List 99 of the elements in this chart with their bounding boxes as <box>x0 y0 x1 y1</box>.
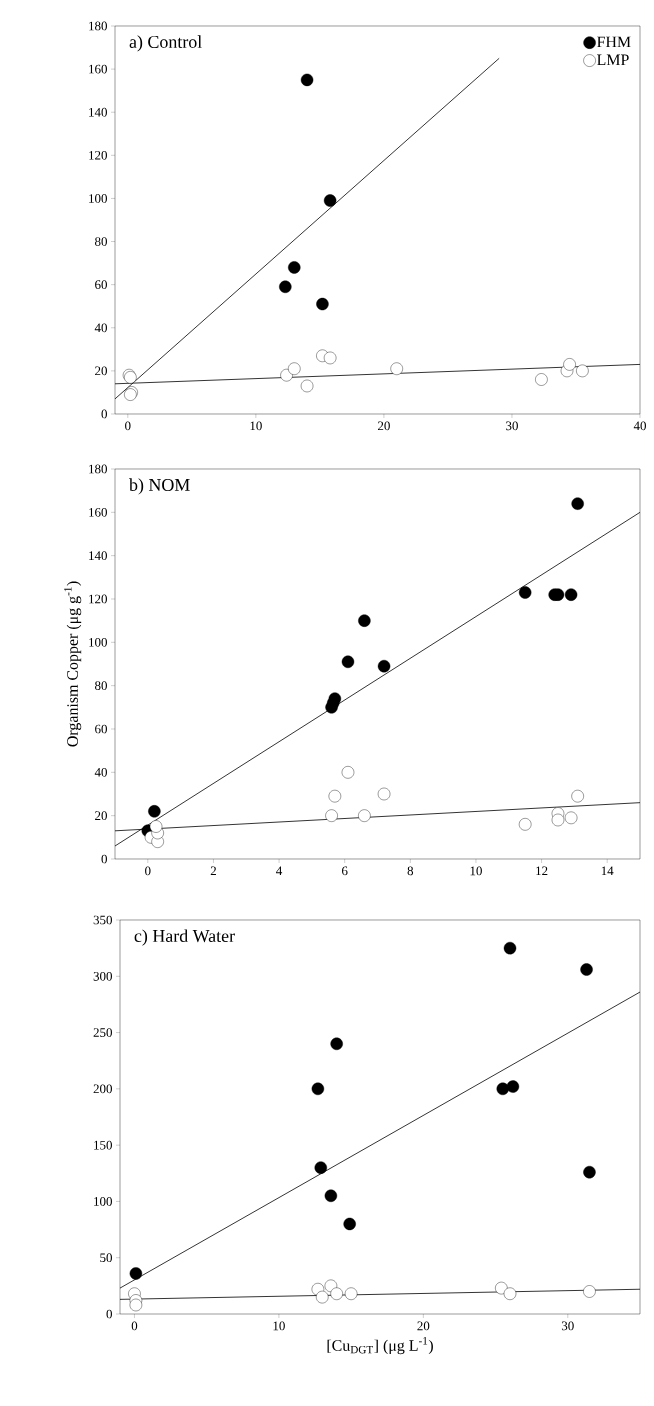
point <box>129 1298 143 1312</box>
point <box>327 696 340 710</box>
point <box>583 1165 596 1179</box>
point <box>316 297 329 311</box>
point <box>551 813 565 827</box>
y-tick-label: 60 <box>95 280 107 290</box>
x-tick-label: 10 <box>470 866 482 876</box>
point <box>316 1290 329 1304</box>
y-tick-label: 150 <box>94 1140 112 1150</box>
point <box>343 1217 356 1231</box>
y-tick-label: 0 <box>106 1309 112 1319</box>
y-tick-label: 40 <box>94 323 107 333</box>
point <box>300 73 314 87</box>
y-tick-label: 120 <box>89 594 107 604</box>
y-tick-label: 250 <box>93 1028 112 1037</box>
point <box>563 358 576 371</box>
y-tick-label: 180 <box>89 21 107 31</box>
point <box>324 1189 338 1202</box>
x-tick-label: 0 <box>145 866 151 876</box>
y-tick-label: 100 <box>94 1197 112 1206</box>
x-tick-label: 2 <box>210 866 216 876</box>
y-tick-label: 160 <box>89 507 107 517</box>
y-axis-title: Organism Copper (μg g$^{-1}$) <box>64 581 82 747</box>
point <box>344 1287 358 1300</box>
y-tick-label: 100 <box>89 637 107 647</box>
y-tick-label: 80 <box>95 237 107 246</box>
x-tick-label: 4 <box>276 866 283 876</box>
x-tick-label: 20 <box>377 421 390 431</box>
y-tick-label: 350 <box>93 915 112 925</box>
point <box>288 362 301 375</box>
chart-title: a) Control <box>129 35 202 52</box>
point <box>580 963 593 976</box>
point <box>535 373 548 386</box>
point <box>341 766 355 779</box>
point <box>149 820 163 833</box>
x-tick-label: 6 <box>342 866 348 876</box>
x-tick-label: 30 <box>506 421 518 431</box>
point <box>314 1161 327 1174</box>
y-tick-label: 300 <box>93 971 112 981</box>
x-tick-label: 10 <box>273 1321 285 1331</box>
point <box>330 1037 343 1051</box>
y-tick-label: 160 <box>89 64 107 74</box>
point <box>323 194 337 207</box>
chart-title: b) NOM <box>129 478 190 495</box>
point <box>377 659 391 673</box>
point <box>358 614 371 627</box>
x-tick-label: 30 <box>561 1321 574 1331</box>
y-tick-label: 0 <box>101 854 107 864</box>
point <box>148 805 161 818</box>
point <box>390 362 403 375</box>
point <box>325 809 338 822</box>
point <box>279 280 292 294</box>
point <box>300 379 314 393</box>
point <box>288 261 301 274</box>
x-tick-label: 0 <box>131 1321 138 1331</box>
legend-label: FHM <box>597 36 631 48</box>
point <box>323 351 337 365</box>
chart-title: c) Hard Water <box>134 929 235 946</box>
y-tick-label: 0 <box>101 409 107 419</box>
y-tick-label: 20 <box>95 811 107 821</box>
point <box>377 787 391 801</box>
y-tick-label: 140 <box>89 551 107 561</box>
point <box>328 789 342 803</box>
y-tick-label: 20 <box>95 366 107 376</box>
x-tick-label: 0 <box>125 421 131 431</box>
y-tick-label: 200 <box>93 1084 112 1094</box>
x-tick-label: 12 <box>536 866 548 876</box>
point <box>311 1082 325 1096</box>
point <box>571 789 584 803</box>
point <box>503 1287 517 1300</box>
point <box>518 586 532 599</box>
point <box>341 655 355 669</box>
point <box>503 941 517 955</box>
point <box>571 497 584 510</box>
point <box>358 809 371 822</box>
point <box>583 1285 596 1298</box>
point <box>576 364 589 378</box>
x-tick-label: 20 <box>417 1321 430 1331</box>
x-axis-title: [Cu$_{DGT}$] (μg L$^{-1}$) <box>327 1337 433 1355</box>
legend-label: LMP <box>597 54 629 66</box>
point <box>564 588 578 601</box>
point <box>518 818 532 831</box>
y-tick-label: 80 <box>95 681 107 691</box>
y-tick-label: 120 <box>89 150 107 160</box>
y-tick-label: 50 <box>100 1253 112 1263</box>
y-tick-label: 100 <box>89 194 107 203</box>
point <box>495 1281 508 1295</box>
point <box>129 1267 143 1280</box>
y-tick-label: 60 <box>95 724 107 734</box>
y-tick-label: 40 <box>94 767 107 777</box>
y-tick-label: 140 <box>89 107 107 117</box>
point <box>564 811 578 825</box>
point <box>330 1287 343 1300</box>
point <box>506 1080 520 1093</box>
x-tick-label: 10 <box>250 421 262 431</box>
x-tick-label: 8 <box>407 866 414 876</box>
x-tick-label: 40 <box>633 421 646 431</box>
x-tick-label: 14 <box>601 866 614 876</box>
y-tick-label: 180 <box>89 464 107 474</box>
